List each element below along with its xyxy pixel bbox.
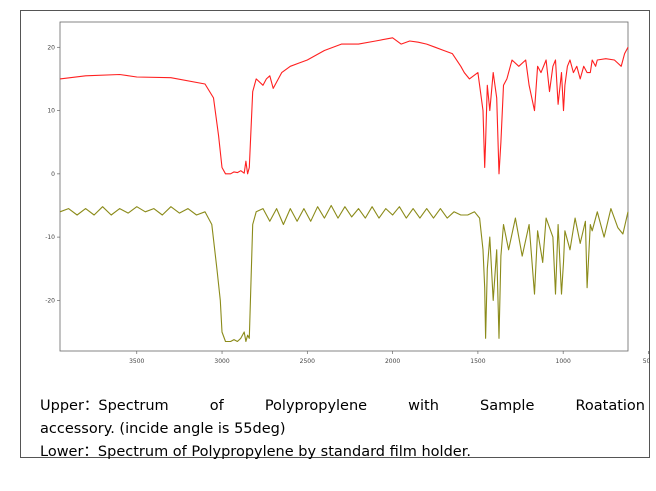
y-axis: 20 10 0 -10 -20 — [45, 44, 60, 304]
plot-border — [59, 21, 629, 352]
x-tick-label: 1500 — [470, 358, 485, 365]
caption-word: Upper：Spectrum — [40, 398, 169, 414]
upper-spectrum-line — [59, 37, 629, 175]
caption-word: Polypropylene — [264, 398, 368, 414]
x-tick-label: 2500 — [300, 358, 315, 365]
figure-caption: Upper：Spectrum of Polypropylene with Sam… — [40, 395, 645, 464]
x-axis: 3500 3000 2500 2000 1500 1000 500 — [129, 351, 650, 365]
caption-word: with — [408, 398, 439, 414]
caption-word: Roatation — [575, 398, 645, 414]
caption-word: of — [209, 398, 224, 414]
ir-spectrum-chart: 3500 3000 2500 2000 1500 1000 500 20 10 0 -10 -20 — [45, 21, 650, 365]
caption-word: Sample — [480, 398, 535, 414]
x-tick-label: 2000 — [385, 358, 400, 365]
x-tick-label: 3500 — [129, 358, 144, 365]
series-layer — [59, 37, 629, 343]
y-tick-label: 20 — [47, 44, 55, 51]
y-tick-label: -20 — [45, 297, 55, 304]
x-tick-label: 500 — [643, 358, 650, 365]
y-tick-label: 10 — [47, 108, 55, 115]
caption-lower-line: Lower：Spectrum of Polypropylene by stand… — [40, 444, 471, 460]
caption-upper-line-2: accessory. (incide angle is 55deg) — [40, 421, 286, 437]
x-tick-label: 3000 — [214, 358, 229, 365]
caption-upper-line-1: Upper：Spectrum of Polypropylene with Sam… — [40, 395, 645, 418]
lower-spectrum-line — [59, 204, 629, 343]
y-tick-label: 0 — [51, 171, 55, 178]
plot-area — [59, 21, 629, 352]
x-tick-label: 1000 — [556, 358, 571, 365]
y-tick-label: -10 — [45, 234, 55, 241]
